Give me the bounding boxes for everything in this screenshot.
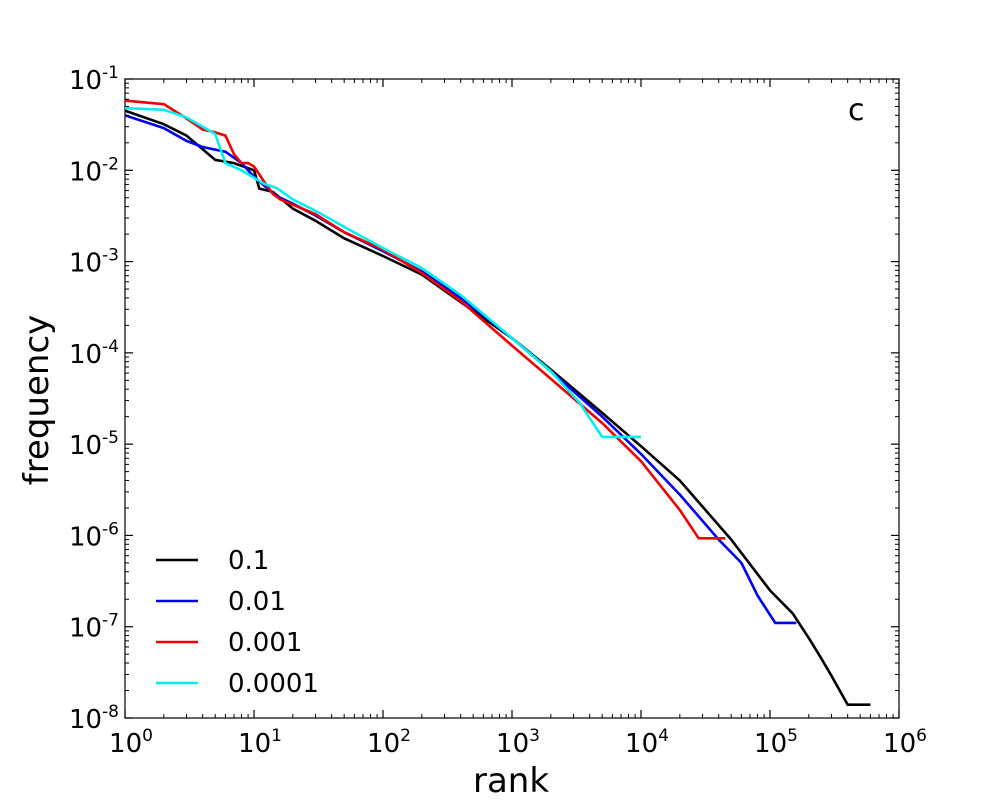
x-tick-label: 104 [625, 726, 669, 759]
x-axis-label: rank [473, 761, 549, 800]
legend-label: 0.001 [228, 628, 302, 658]
legend: 0.1 0.01 0.001 0.0001 [156, 546, 319, 699]
panel-annotation: c [848, 93, 865, 128]
y-tick-label: 10-7 [69, 611, 119, 644]
x-tick-labels: 100 101 102 103 104 105 106 [109, 726, 927, 759]
x-tick-label: 105 [754, 726, 798, 759]
legend-label: 0.0001 [228, 669, 319, 699]
y-axis-label: frequency [17, 315, 57, 486]
y-tick-label: 10-2 [69, 154, 119, 187]
legend-label: 0.01 [228, 587, 286, 617]
series-line-0_0001 [125, 106, 641, 439]
y-tick-label: 10-4 [69, 337, 119, 370]
plot-area [124, 78, 900, 719]
x-tick-label: 106 [883, 726, 927, 759]
major-ticks [124, 78, 900, 719]
series-layer [125, 99, 871, 707]
minor-ticks [125, 79, 899, 718]
legend-label: 0.1 [228, 546, 269, 576]
plot-frame [124, 78, 900, 719]
x-tick-label: 103 [496, 726, 540, 759]
series-line-0_001 [125, 99, 726, 540]
y-tick-label: 10-3 [69, 246, 119, 279]
y-tick-label: 10-6 [69, 519, 119, 552]
y-tick-label: 10-1 [69, 63, 119, 96]
x-tick-label: 100 [109, 726, 153, 759]
y-tick-label: 10-5 [69, 428, 119, 461]
y-tick-labels: 10-110-210-310-410-510-610-710-8 [69, 63, 119, 735]
x-tick-label: 102 [367, 726, 411, 759]
x-tick-label: 101 [238, 726, 282, 759]
